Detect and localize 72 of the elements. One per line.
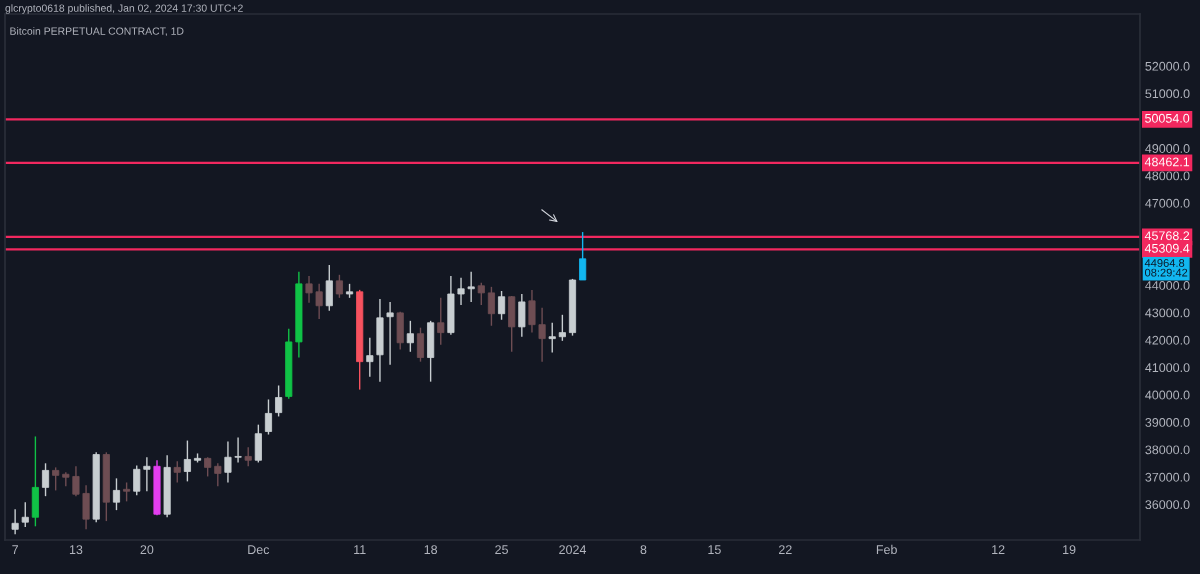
x-tick-label: Dec <box>248 545 270 555</box>
ref-line-label: 45309.4 <box>1144 243 1190 253</box>
candlestick <box>487 286 495 327</box>
candlestick <box>477 282 485 306</box>
candlestick <box>183 439 191 483</box>
x-tick-label: 12 <box>992 545 1005 554</box>
y-tick-label: 39000.0 <box>1145 418 1190 427</box>
y-tick-label: 37000.0 <box>1145 472 1190 482</box>
candlestick <box>123 481 131 503</box>
y-tick-label: 48000.0 <box>1145 171 1190 181</box>
x-tick-label: 22 <box>778 545 792 554</box>
ref-line-label: 50054.0 <box>1145 113 1190 123</box>
y-tick-label: 51000.0 <box>1145 89 1190 99</box>
x-tick-label: 15 <box>708 545 721 555</box>
y-tick-label: 36000.0 <box>1145 500 1190 510</box>
x-tick-label: 18 <box>424 545 438 555</box>
candlestick <box>173 460 181 484</box>
candlestick <box>224 440 232 484</box>
y-tick-label: 42000.0 <box>1145 335 1190 345</box>
text: Bitcoin PERPETUAL CONTRACT, 1D <box>10 27 184 37</box>
candlestick <box>214 462 222 487</box>
candlestick <box>143 456 151 492</box>
candlestick <box>11 508 19 535</box>
x-tick-label: 19 <box>1063 545 1076 555</box>
chart-subtitle: glcrypto0618 published, Jan 02, 2024 17:30 UTC+2 <box>5 4 243 14</box>
y-tick-label: 40000.0 <box>1145 390 1190 400</box>
candlestick <box>498 290 506 321</box>
candlestick <box>234 436 242 464</box>
candlestick <box>538 306 546 363</box>
y-tick-label: 44000.0 <box>1145 281 1190 290</box>
candlestick <box>579 231 587 281</box>
y-tick-label: 38000.0 <box>1145 445 1190 455</box>
y-tick-label: 41000.0 <box>1145 363 1190 373</box>
x-tick-label: 8 <box>640 545 647 555</box>
candlestick <box>437 297 445 346</box>
x-tick-label: 13 <box>69 545 83 555</box>
candlestick <box>112 477 121 511</box>
x-tick-label: 2024 <box>559 545 587 555</box>
x-tick-label: 20 <box>140 545 154 555</box>
candlestick <box>528 289 536 334</box>
candlestick <box>335 274 343 299</box>
candlestick <box>548 322 556 354</box>
candlestick <box>21 501 29 528</box>
y-tick-label: 49000.0 <box>1145 144 1190 153</box>
candlestick <box>133 464 141 497</box>
candlestick <box>386 301 394 366</box>
x-tick-label: 11 <box>354 545 366 554</box>
candlestick <box>315 283 323 320</box>
y-tick-label: 43000.0 <box>1145 308 1190 318</box>
candlestick <box>264 398 273 436</box>
candlestick <box>204 456 212 478</box>
y-tick-label: 47000.0 <box>1145 198 1190 208</box>
candlestick <box>275 384 283 418</box>
candlestick <box>305 275 313 304</box>
x-tick-label: 7 <box>12 545 18 554</box>
candlestick <box>41 462 50 497</box>
candlestick <box>366 337 374 378</box>
text: 08:29:42 <box>1144 268 1188 277</box>
y-tick-label: 52000.0 <box>1145 61 1190 71</box>
x-tick-label: Feb <box>876 544 897 555</box>
candlestick <box>244 446 252 468</box>
candlestick <box>52 466 60 492</box>
ref-line-label: 48462.1 <box>1144 157 1190 167</box>
candlestick <box>416 326 425 363</box>
x-tick-label: 25 <box>495 545 508 555</box>
candlestick <box>457 277 465 306</box>
candlestick <box>406 320 414 353</box>
candlestick <box>72 465 80 497</box>
candlestick <box>558 314 566 342</box>
text: 44964.8 <box>1144 259 1185 267</box>
candlestick <box>467 271 475 303</box>
ref-line-label: 45768.2 <box>1144 231 1190 241</box>
